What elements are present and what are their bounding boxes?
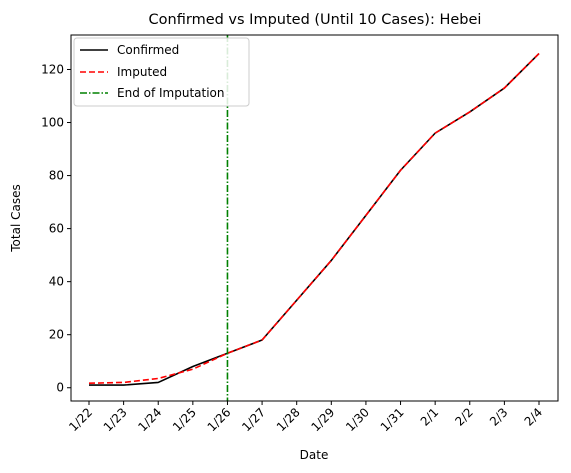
series-line-confirmed	[89, 53, 540, 386]
legend-label-end-of-imputation: End of Imputation	[117, 86, 225, 100]
y-tick-label: 20	[49, 328, 64, 342]
y-tick-label: 40	[49, 275, 64, 289]
y-tick-label: 100	[41, 116, 64, 130]
legend: Confirmed Imputed End of Imputation	[73, 37, 250, 107]
axes-frame	[70, 34, 559, 402]
y-tick-label: 0	[56, 381, 64, 395]
y-tick-label: 80	[49, 169, 64, 183]
y-tick-label: 60	[49, 222, 64, 236]
legend-box	[73, 37, 250, 107]
legend-label-confirmed: Confirmed	[117, 43, 179, 57]
chart-title: Confirmed vs Imputed (Until 10 Cases): H…	[149, 12, 482, 28]
legend-label-imputed: Imputed	[117, 65, 167, 79]
x-axis-label: Date	[300, 448, 329, 462]
y-tick-label: 120	[41, 62, 64, 76]
y-axis-label: Total Cases	[9, 184, 23, 252]
series-line-imputed	[88, 53, 540, 385]
